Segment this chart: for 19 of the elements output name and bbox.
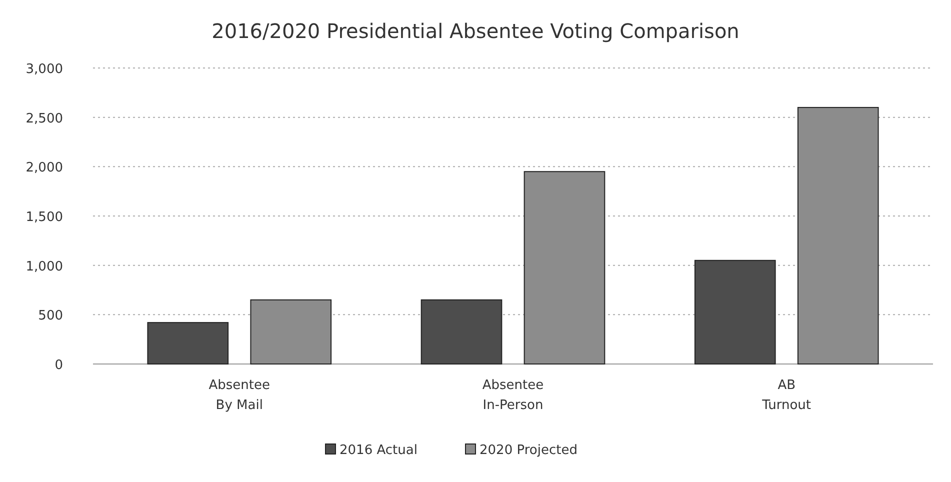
bar [250, 299, 332, 364]
y-tick-label: 0 [54, 358, 63, 373]
y-tick-label: 3,000 [26, 62, 63, 77]
bar [420, 299, 502, 364]
bar [694, 260, 776, 364]
x-tick-label: Absentee In-Person [482, 378, 544, 413]
legend-label: 2020 Projected [480, 443, 578, 458]
y-tick-label: 500 [38, 308, 63, 324]
y-tick-label: 1,500 [26, 210, 63, 225]
chart-title: 2016/2020 Presidential Absentee Voting Comparison [212, 19, 740, 43]
x-tick-label: Absentee By Mail [208, 378, 270, 413]
legend-label: 2016 Actual [340, 443, 418, 458]
y-tick-label: 2,500 [26, 111, 63, 126]
bar [797, 106, 879, 364]
bar [147, 322, 229, 364]
bar [524, 171, 606, 364]
y-tick-label: 2,000 [26, 160, 63, 176]
y-tick-label: 1,000 [26, 259, 63, 274]
x-tick-label: AB Turnout [761, 378, 812, 413]
